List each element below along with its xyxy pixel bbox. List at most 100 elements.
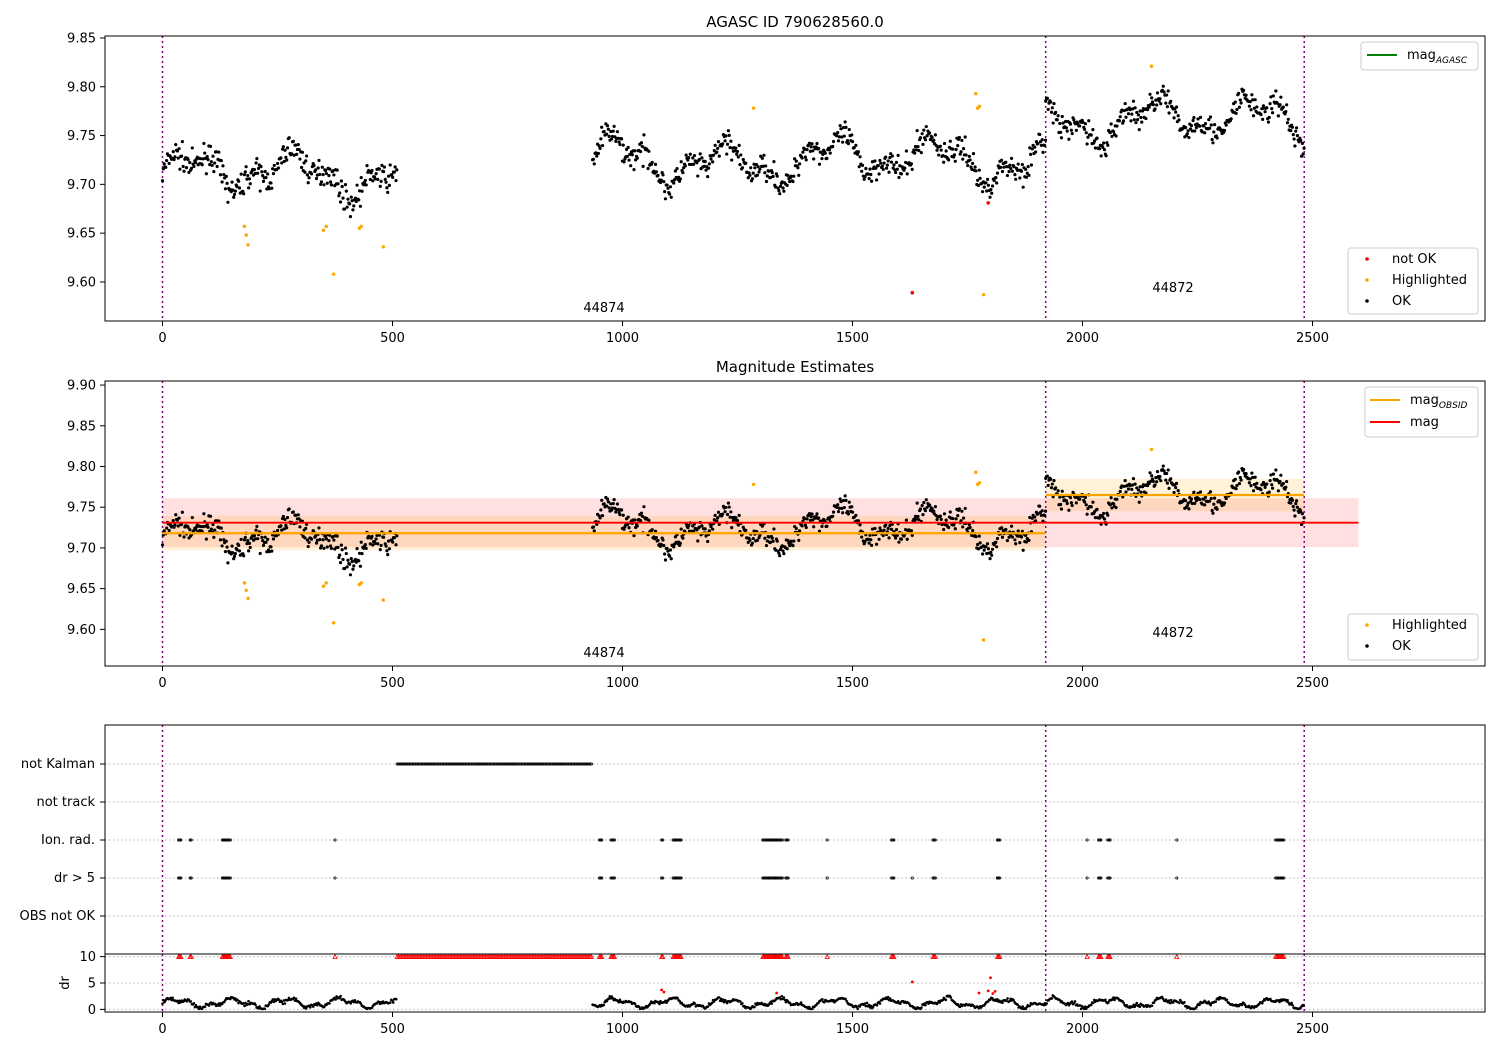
ok-point — [322, 183, 326, 187]
ok-point — [791, 543, 795, 548]
ok-point — [1263, 110, 1267, 114]
ok-point — [619, 508, 624, 512]
ok-point — [316, 166, 320, 170]
ok-point — [239, 172, 243, 176]
ok-point — [639, 141, 644, 145]
dr-point — [996, 997, 999, 1001]
ok-point — [894, 160, 899, 165]
ok-point — [269, 545, 273, 549]
ok-point — [823, 151, 827, 155]
ok-point — [1153, 107, 1157, 111]
ok-point — [1238, 98, 1242, 102]
dr-point — [1122, 1001, 1125, 1005]
ok-point — [647, 149, 651, 153]
highlighted-point — [981, 638, 986, 642]
dr-point — [618, 998, 622, 1002]
ok-point — [914, 517, 918, 521]
not-kalman-marker — [519, 762, 523, 766]
capped-dr-marker — [891, 953, 897, 960]
ok-point — [1024, 167, 1028, 171]
ok-point — [1039, 513, 1043, 517]
ok-point — [976, 178, 980, 182]
ok-point — [599, 137, 603, 141]
ok-point — [218, 173, 223, 177]
ok-point — [1302, 516, 1306, 520]
ok-point — [1126, 487, 1131, 491]
ok-point — [960, 509, 964, 513]
flags-panel-data — [100, 725, 1485, 954]
ok-point — [675, 167, 679, 171]
ok-point — [825, 156, 829, 160]
ok-point — [776, 186, 780, 190]
dr-point — [162, 998, 165, 1002]
ok-point — [942, 160, 946, 164]
ok-point — [242, 554, 246, 558]
not-kalman-marker — [486, 762, 490, 766]
ok-point — [803, 155, 807, 159]
ok-point — [242, 192, 246, 196]
ok-point — [253, 171, 257, 176]
ok-point — [1169, 477, 1173, 481]
ok-point — [1110, 506, 1114, 510]
ok-point — [1281, 105, 1285, 109]
ok-point — [640, 144, 644, 149]
ok-point — [990, 553, 994, 557]
ok-point — [654, 535, 658, 540]
ok-point — [1299, 509, 1303, 513]
ok-point — [910, 533, 914, 538]
ok-point — [904, 149, 909, 153]
ok-point — [184, 165, 189, 170]
ok-point — [1138, 109, 1142, 113]
dr-point — [924, 1003, 927, 1007]
ok-point — [808, 149, 812, 153]
y-tick-label: 9.70 — [67, 541, 96, 556]
ok-point — [282, 159, 286, 164]
x-tick-label: 2000 — [1066, 331, 1099, 346]
y-tick-label: 9.85 — [67, 31, 96, 46]
ok-point — [921, 142, 925, 146]
ok-point — [204, 172, 208, 176]
ok-point — [727, 505, 731, 509]
ok-point — [351, 567, 355, 571]
ok-point — [1021, 185, 1025, 189]
ok-point — [1281, 481, 1285, 486]
dr-flag-marker — [995, 876, 999, 880]
ok-point — [282, 527, 286, 531]
ok-point — [854, 143, 858, 147]
ok-point — [1010, 535, 1014, 539]
ok-point — [930, 135, 934, 139]
ok-point — [1200, 502, 1204, 506]
ok-point — [836, 139, 841, 143]
ok-point — [1251, 114, 1256, 118]
ok-point — [673, 169, 678, 173]
ok-point — [172, 157, 176, 162]
ok-point — [300, 165, 304, 170]
ok-point — [893, 168, 897, 172]
not-kalman-marker — [426, 762, 430, 766]
ok-point — [1299, 138, 1303, 143]
ok-point — [825, 524, 829, 528]
dr-point — [869, 1004, 873, 1008]
ok-point — [662, 180, 666, 184]
ok-point — [953, 159, 957, 163]
ok-point — [1045, 474, 1049, 478]
not-kalman-marker — [450, 762, 454, 766]
ok-point — [1114, 134, 1118, 138]
ok-point — [220, 180, 224, 184]
ok-point — [314, 176, 319, 181]
highlighted-point — [751, 106, 756, 110]
ok-point — [817, 162, 822, 166]
not-kalman-marker — [573, 762, 577, 766]
ok-point — [332, 538, 336, 542]
ok-point — [639, 511, 644, 515]
ok-point — [1148, 471, 1152, 475]
x-tick-label: 500 — [380, 676, 405, 691]
ok-point — [794, 526, 798, 531]
ok-point — [1084, 503, 1088, 507]
ok-point — [866, 172, 870, 176]
ok-point — [206, 157, 210, 162]
ok-point — [875, 542, 879, 546]
not-kalman-marker — [576, 762, 580, 766]
